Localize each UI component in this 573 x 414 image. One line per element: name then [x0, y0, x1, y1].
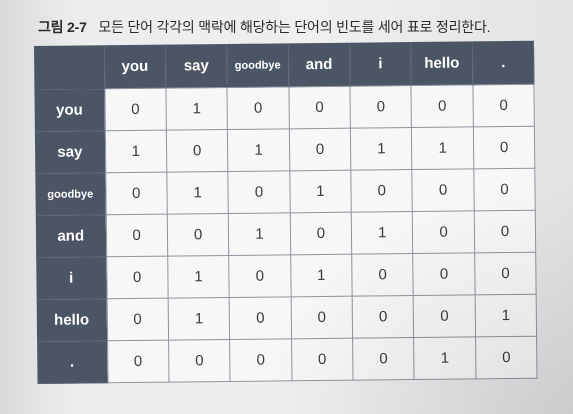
column-header: and	[288, 42, 351, 87]
table-cell: 1	[350, 127, 413, 171]
co-occurrence-table-wrap: you say goodbye and i hello . you 0 1 0 0 0 0 0…	[34, 40, 538, 388]
table-cell: 1	[166, 171, 229, 215]
table-cell: 0	[290, 296, 353, 339]
table-cell: 0	[413, 252, 475, 296]
table-cell: 1	[411, 126, 474, 170]
table-row: goodbye 0 1 0 1 0 0 0	[35, 168, 536, 216]
table-cell: 0	[168, 339, 231, 383]
table-cell: 0	[106, 256, 169, 299]
table-cell: 0	[412, 168, 475, 212]
table-cell: 0	[474, 210, 536, 253]
table-cell: 1	[289, 170, 352, 213]
table-cell: 0	[350, 85, 412, 129]
table-row: hello 0 1 0 0 0 0 1	[36, 294, 537, 342]
table-cell: 0	[229, 296, 292, 340]
table-cell: 1	[351, 211, 414, 255]
table-cell: 1	[168, 297, 230, 341]
table-row: you 0 1 0 0 0 0 0	[34, 84, 535, 132]
table-cell: 0	[412, 210, 475, 254]
figure-caption: 그림 2-7 모든 단어 각각의 맥락에 해당하는 단어의 빈도를 세어 표로 …	[38, 17, 491, 37]
table-cell: 0	[228, 170, 290, 214]
table-cell: 0	[227, 86, 290, 130]
table-cell: 0	[291, 338, 354, 381]
table-cell: 0	[288, 86, 351, 129]
table-cell: 0	[106, 298, 169, 341]
figure-label: 그림 2-7	[38, 19, 87, 35]
table-cell: 0	[105, 172, 168, 215]
table-cell: 0	[166, 129, 229, 173]
co-occurrence-table: you say goodbye and i hello . you 0 1 0 0 0 0 0…	[34, 40, 538, 384]
row-header: and	[35, 214, 107, 258]
table-cell: 0	[107, 340, 169, 383]
corner-cell	[34, 45, 105, 90]
table-cell: 0	[229, 338, 292, 382]
row-header: goodbye	[35, 172, 106, 216]
table-cell: 1	[104, 130, 167, 173]
row-header: say	[34, 130, 106, 174]
figure-caption-text: 모든 단어 각각의 맥락에 해당하는 단어의 빈도를 세어 표로 정리한다.	[98, 19, 491, 35]
column-header: hello	[410, 41, 473, 86]
row-header: i	[36, 256, 107, 300]
column-header: .	[472, 40, 535, 85]
table-cell: 0	[289, 128, 351, 171]
column-header: say	[165, 43, 228, 89]
table-cell: 0	[352, 295, 415, 339]
table-cell: 0	[473, 126, 536, 169]
column-header: i	[349, 42, 412, 87]
table-cell: 0	[352, 337, 415, 381]
table-cell: 0	[473, 168, 536, 211]
table-row: say 1 0 1 0 1 1 0	[34, 126, 536, 174]
table-cell: 1	[165, 87, 228, 131]
table-cell: 0	[105, 214, 168, 257]
table-cell: 0	[474, 252, 537, 295]
table-cell: 0	[413, 294, 476, 338]
row-header: hello	[36, 298, 108, 342]
column-header: goodbye	[226, 43, 289, 88]
table-cell: 0	[411, 84, 474, 128]
table-cell: 1	[228, 212, 291, 256]
table-cell: 1	[227, 128, 290, 172]
table-row: and 0 0 1 0 1 0 0	[35, 210, 536, 258]
table-cell: 0	[472, 84, 535, 127]
row-header: .	[37, 340, 108, 384]
table-cell: 0	[104, 88, 167, 131]
table-cell: 0	[167, 213, 229, 257]
row-header: you	[34, 88, 105, 132]
column-header: you	[103, 44, 166, 89]
table-cell: 1	[414, 336, 476, 380]
table-cell: 0	[351, 253, 414, 297]
table-cell: 0	[475, 336, 538, 379]
table-cell: 0	[289, 212, 352, 255]
table-cell: 1	[167, 255, 230, 299]
table-cell: 0	[228, 254, 291, 298]
table-cell: 1	[474, 294, 537, 337]
table-cell: 1	[290, 254, 353, 297]
header-row: you say goodbye and i hello .	[34, 40, 535, 90]
table-cell: 0	[350, 169, 413, 213]
